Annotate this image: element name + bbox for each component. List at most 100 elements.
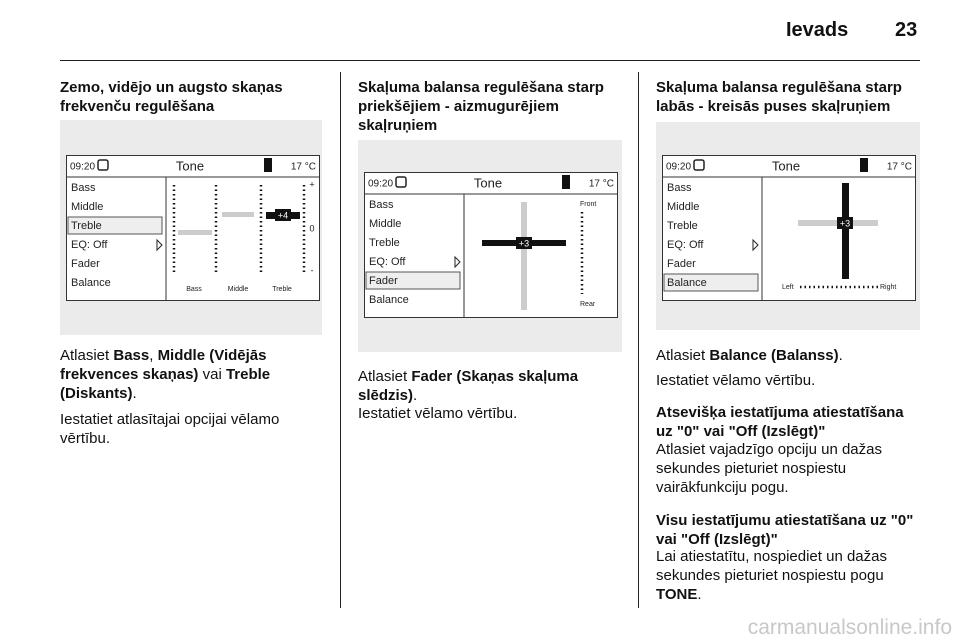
text: . — [697, 586, 702, 603]
menu-item: Fader — [71, 258, 100, 270]
text: Iestatiet vēlamo vērtību. — [656, 372, 816, 389]
temperature: 17 °C — [589, 179, 614, 190]
front-label: Front — [580, 201, 596, 208]
bold-text: Middle (Vidējās frekvences skaņas) — [60, 347, 267, 383]
clock-icon — [97, 159, 109, 171]
bold-text: Treble (Diskants) — [60, 366, 271, 402]
page-number: 23 — [895, 19, 918, 41]
band-label: Treble — [272, 286, 292, 293]
text: , — [149, 347, 158, 364]
value-label: +3 — [519, 238, 529, 248]
menu-item: Bass — [369, 199, 394, 211]
screenshot: 09:20 Tone 17 °C Bass Middle Treble EQ: Off Fad… — [656, 122, 920, 330]
clock-icon — [693, 159, 705, 171]
paragraph: Iestatiet atlasītajai opcijai vēlamo vēr… — [60, 410, 322, 448]
scale-label: 0 — [309, 223, 314, 233]
value-badge — [516, 237, 532, 249]
clock-icon — [395, 176, 407, 188]
axis-bar — [521, 202, 527, 310]
menu-item: Balance — [71, 277, 111, 289]
clock-time: 09:20 — [70, 162, 95, 173]
bold-text: Balance (Balanss) — [709, 347, 839, 364]
paragraph: Atlasiet Bass, Middle (Vidējās frekvence… — [60, 346, 322, 403]
screen-title: Tone — [474, 175, 502, 190]
text: . — [413, 387, 418, 404]
menu-item: Middle — [369, 218, 401, 230]
middle-bar — [222, 212, 254, 217]
section-heading: Zemo, vidējo un augsto skaņas frekvenču … — [60, 79, 283, 115]
screen-title: Tone — [772, 158, 800, 173]
section-heading: Skaļuma balansa regulēšana starp priekšē… — [358, 79, 604, 134]
screenshot: 09:20 Tone 17 °C Bass Middle Treble EQ: Off Fad… — [60, 120, 322, 335]
menu-item: Balance — [667, 277, 707, 289]
paragraph: Iestatiet vēlamo vērtību. — [656, 371, 920, 390]
text: . — [838, 347, 843, 364]
temperature: 17 °C — [887, 162, 912, 173]
menu-item: Treble — [369, 237, 400, 249]
text: Iestatiet atlasītajai opcijai vēlamo vēr… — [60, 411, 280, 447]
column-separator — [340, 72, 341, 608]
text: Atlasiet — [656, 347, 710, 364]
selection-box — [365, 271, 461, 290]
band-label: Bass — [186, 286, 202, 293]
rear-label: Rear — [580, 301, 596, 308]
paragraph: Iestatiet vēlamo vērtību. — [358, 404, 622, 423]
text: Atlasiet — [60, 347, 114, 364]
paragraph: Atlasiet Balance (Balanss). — [656, 346, 920, 365]
clock-time: 09:20 — [368, 179, 393, 190]
tone-screen: 09:20 Tone 17 °C Bass Middle Treble EQ: Off Fad… — [662, 155, 916, 301]
text: Atlasiet — [358, 368, 412, 385]
submenu-arrow — [454, 255, 461, 269]
scale-label: - — [311, 265, 314, 275]
submenu-arrow — [752, 238, 759, 252]
watermark: carmanualsonline.info — [747, 616, 952, 639]
paragraph: Atsevišķa iestatījuma atiestatīšana uz "… — [656, 403, 920, 441]
menu-item: Treble — [71, 220, 102, 232]
screenshot: 09:20 Tone 17 °C Bass Middle Treble EQ: Off Fad… — [358, 140, 622, 352]
column-separator — [638, 72, 639, 608]
menu-item: Treble — [667, 220, 698, 232]
bold-text: Atsevišķa iestatījuma atiestatīšana uz "… — [656, 404, 904, 440]
menu-item: Bass — [667, 182, 692, 194]
value-badge — [275, 209, 291, 221]
scale-label: + — [309, 179, 314, 189]
left-label: Left — [782, 284, 794, 291]
text: Iestatiet vēlamo vērtību. — [358, 405, 518, 422]
menu-item: Middle — [667, 201, 699, 213]
paragraph: Lai atiestatītu, nospiediet un dažas sek… — [656, 547, 920, 604]
right-label: Right — [880, 284, 896, 291]
thermometer-icon — [562, 175, 570, 189]
value-badge — [837, 217, 853, 229]
temperature: 17 °C — [291, 162, 316, 173]
section-heading: Skaļuma balansa regulēšana starp labās -… — [656, 79, 902, 115]
bold-text: TONE — [656, 586, 698, 603]
selection-box — [663, 273, 759, 292]
header-rule — [60, 60, 920, 61]
tone-screen: 09:20 Tone 17 °C Bass Middle Treble EQ: Off Fad… — [66, 155, 320, 301]
text: Lai atiestatītu, nospiediet un dažas sek… — [656, 548, 887, 584]
bold-text: Fader (Skaņas skaļuma slēdzis) — [358, 368, 579, 404]
clock-time: 09:20 — [666, 162, 691, 173]
text: . — [132, 385, 137, 402]
menu-item: Middle — [71, 201, 103, 213]
menu-item: Fader — [369, 275, 398, 287]
screen-title: Tone — [176, 158, 204, 173]
text: vai — [198, 366, 226, 383]
menu-item: EQ: Off — [369, 256, 406, 268]
thermometer-icon — [264, 158, 272, 172]
bold-text: Bass — [113, 347, 150, 364]
value-label: +3 — [840, 218, 850, 228]
submenu-arrow — [156, 238, 163, 252]
menu-item: EQ: Off — [667, 239, 704, 251]
paragraph: Atlasiet vajadzīgo opciju un dažas sekun… — [656, 440, 920, 497]
menu-item: EQ: Off — [71, 239, 108, 251]
value-label: +4 — [278, 210, 288, 220]
bold-text: Visu iestatījumu atiestatīšana uz "0" va… — [656, 512, 914, 548]
menu-item: Balance — [369, 294, 409, 306]
balance-bar — [842, 183, 849, 279]
paragraph: Visu iestatījumu atiestatīšana uz "0" va… — [656, 511, 920, 549]
text: Atlasiet vajadzīgo opciju un dažas sekun… — [656, 441, 882, 496]
menu-item: Bass — [71, 182, 96, 194]
section-title: Ievads — [786, 19, 849, 41]
